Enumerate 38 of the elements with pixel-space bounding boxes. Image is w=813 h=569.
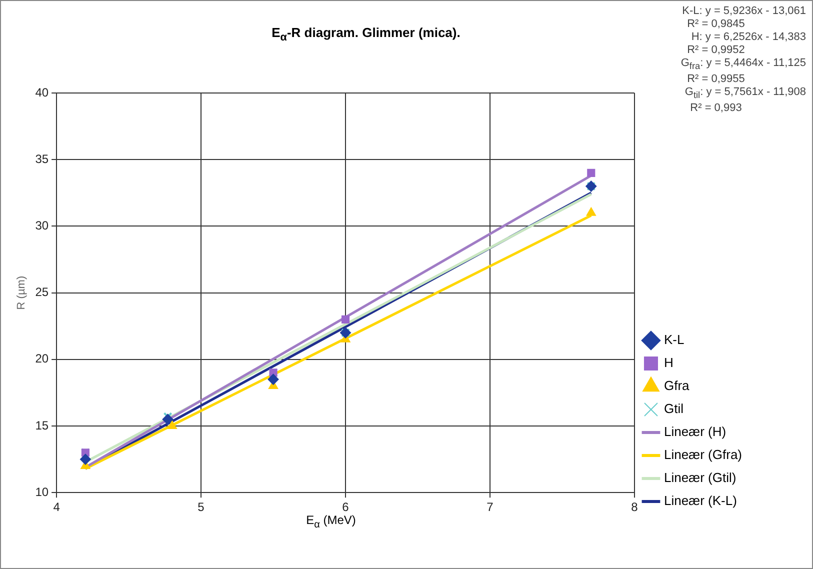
point — [341, 315, 350, 324]
point — [167, 420, 177, 429]
x-tick-label: 8 — [631, 500, 638, 514]
text: K-L: y = 5,9236x - 13,061 — [681, 5, 806, 18]
y-tick-label: 30 — [35, 218, 49, 233]
point — [268, 374, 279, 385]
text: R² = 0,993 — [689, 102, 743, 116]
x-tick-label: 5 — [198, 500, 205, 514]
legend-label: Gfra — [664, 378, 690, 394]
y-tick-label: 15 — [35, 418, 49, 432]
legend-label: H — [664, 355, 674, 370]
point — [586, 207, 596, 216]
x-tick-label: 7 — [486, 500, 494, 514]
legend-label: K-L — [664, 332, 684, 348]
y-axis-title: R (µm) — [16, 276, 28, 310]
point — [587, 168, 596, 177]
y-tick-label: 40 — [35, 85, 49, 100]
text: R² = 0,9955 — [686, 73, 746, 86]
text: H: y = 6,2526x - 14,383 — [690, 31, 806, 44]
chart-title: E$_{α}$-R diagram. Glimmer (mica). — [270, 25, 462, 44]
point — [80, 454, 91, 465]
x-tick-label: 4 — [53, 500, 60, 514]
x-tick-label: 6 — [342, 500, 350, 514]
text: G$_{til}$: y = 5,7561x - 11,908 — [684, 86, 806, 102]
text: R² = 0,9952 — [686, 44, 746, 57]
point — [162, 414, 174, 425]
text: G$_{fra}$: y = 5,4464x - 11,125 — [680, 57, 806, 74]
y-tick-label: 20 — [35, 352, 49, 366]
legend-label: Lineær (K-L) — [664, 493, 737, 508]
y-tick-label: 10 — [35, 484, 49, 499]
y-tick-label: 35 — [35, 152, 49, 166]
y-tick-label: 25 — [35, 285, 49, 300]
text: R² = 0,9845 — [686, 18, 746, 31]
legend-label: Lineær (Gfra) — [664, 447, 742, 462]
x-axis-title: E$_{α}$ (MeV) — [305, 513, 357, 530]
legend-label: Lineær (H) — [664, 424, 726, 440]
legend-label: Gtil — [664, 401, 684, 416]
legend-label: Lineær (Gtil) — [664, 470, 736, 486]
